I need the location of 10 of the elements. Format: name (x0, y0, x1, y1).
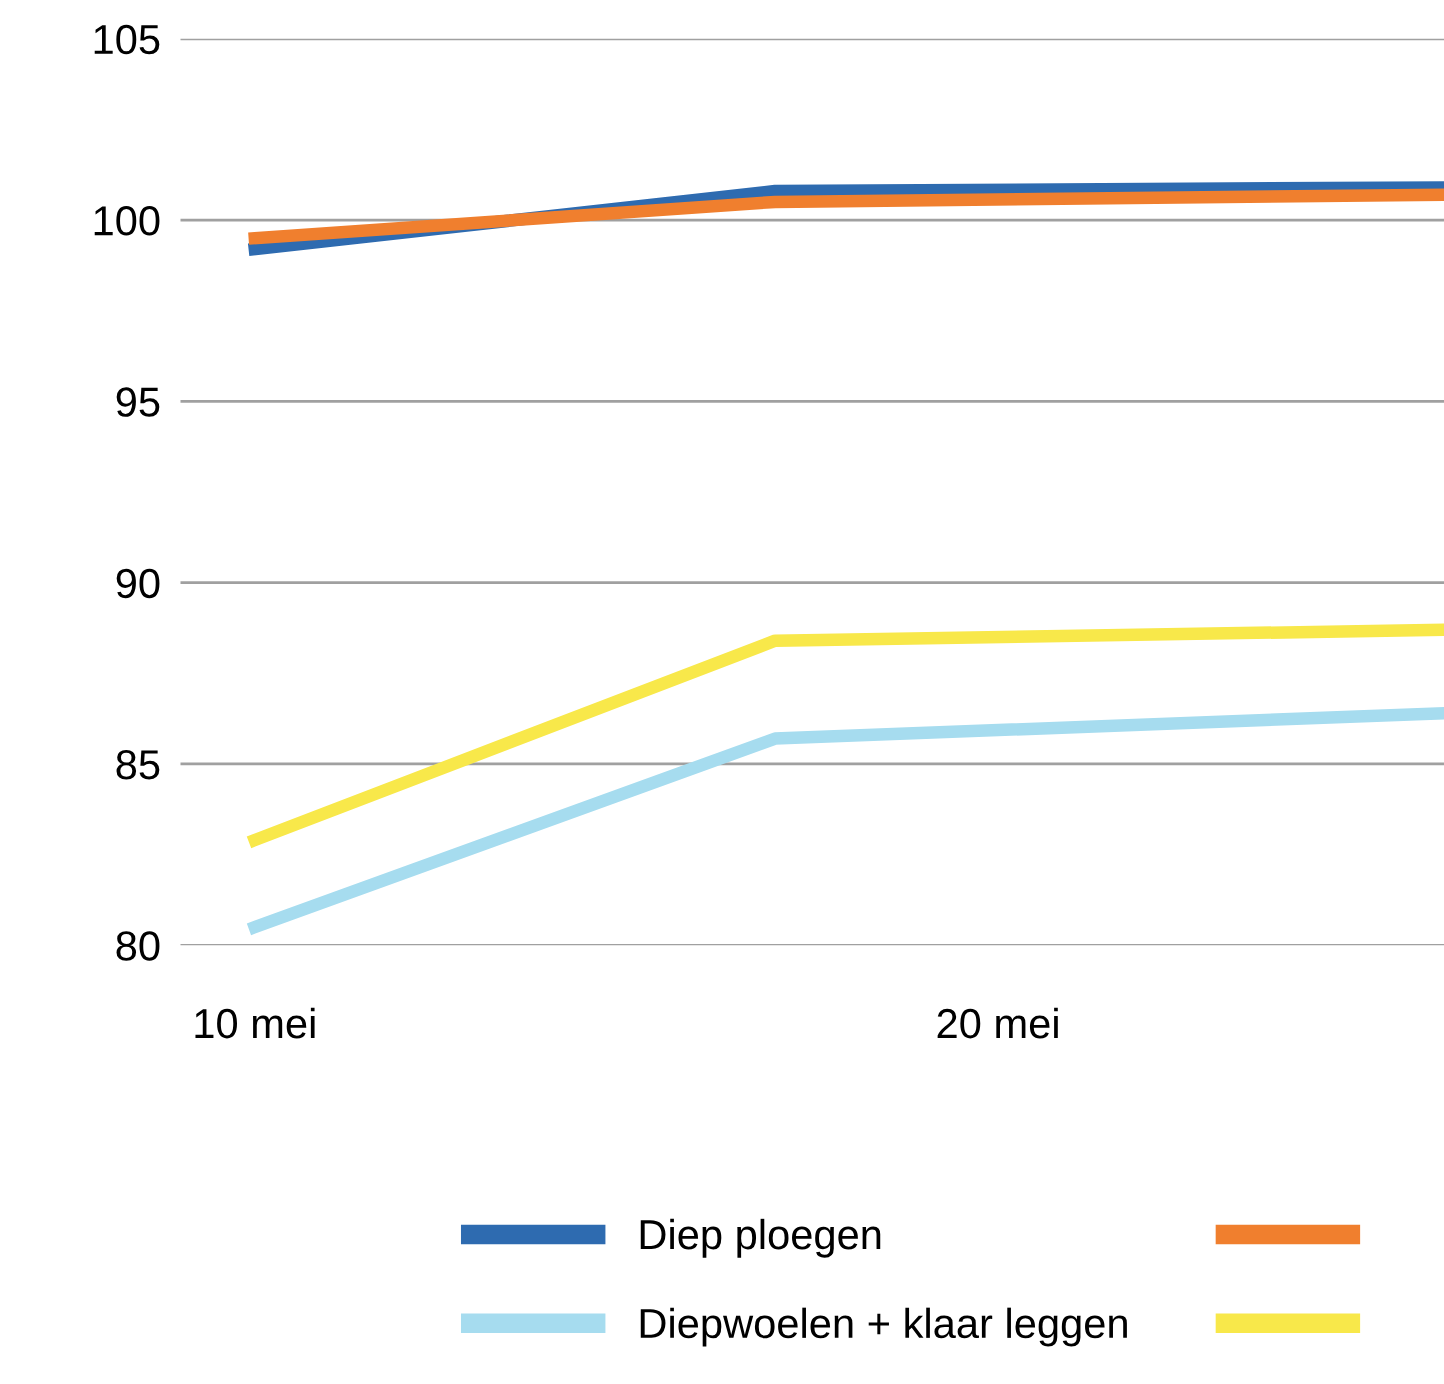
y-tick-label: 90 (116, 568, 160, 599)
x-tick-label: 20 mei (937, 1007, 1058, 1039)
legend-label: Diep ploegen (640, 1218, 881, 1258)
x-tick-label: 10 mei (195, 1007, 315, 1039)
y-tick-label: 95 (116, 387, 160, 417)
y-tick-label: 80 (116, 931, 160, 961)
legend-label: Diepwoelen + klaar leggen (640, 1307, 1127, 1347)
y-tick-label: 100 (94, 206, 160, 236)
y-tick-label: 105 (94, 24, 160, 55)
y-tick-label: 85 (116, 749, 160, 780)
